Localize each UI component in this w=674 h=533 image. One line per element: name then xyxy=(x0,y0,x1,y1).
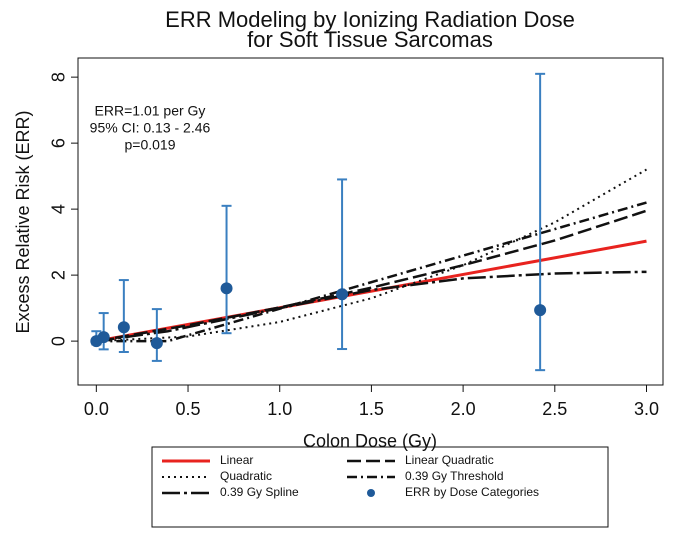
y-tick-label: 4 xyxy=(49,204,69,214)
legend-label: Linear xyxy=(220,453,253,467)
series-line xyxy=(96,239,647,343)
y-axis-label: Excess Relative Risk (ERR) xyxy=(13,110,33,333)
legend-label: ERR by Dose Categories xyxy=(405,485,539,499)
x-tick-label: 1.5 xyxy=(359,399,384,419)
series-line xyxy=(96,201,647,343)
y-tick-label: 2 xyxy=(49,270,69,280)
legend-label: 0.39 Gy Spline xyxy=(220,485,299,499)
plot-frame xyxy=(77,57,664,386)
x-tick-label: 1.0 xyxy=(267,399,292,419)
series-line xyxy=(96,270,647,343)
series-line xyxy=(96,209,647,343)
annotation: p=0.019 xyxy=(125,137,176,153)
x-axis-label: Colon Dose (Gy) xyxy=(303,431,437,451)
legend-label: Quadratic xyxy=(220,469,272,483)
legend-label: Linear Quadratic xyxy=(405,453,494,467)
y-tick-label: 6 xyxy=(49,138,69,148)
y-tick-label: 0 xyxy=(49,336,69,346)
point xyxy=(336,288,349,301)
point xyxy=(150,337,163,350)
point xyxy=(97,331,110,344)
x-tick-label: 0.0 xyxy=(84,399,109,419)
point xyxy=(220,282,233,295)
legend-label: 0.39 Gy Threshold xyxy=(405,469,504,483)
legend-box xyxy=(151,446,609,528)
y-tick-label: 8 xyxy=(49,72,69,82)
legend-swatch xyxy=(367,489,375,497)
x-tick-label: 2.5 xyxy=(542,399,567,419)
x-tick-label: 3.0 xyxy=(634,399,659,419)
chart-title: ERR Modeling by Ionizing Radiation Dose xyxy=(165,7,575,32)
annotation: ERR=1.01 per Gy xyxy=(95,103,206,119)
x-tick-label: 0.5 xyxy=(176,399,201,419)
annotation: 95% CI: 0.13 - 2.46 xyxy=(90,120,211,136)
point xyxy=(117,321,130,334)
series-line xyxy=(96,168,647,343)
x-tick-label: 2.0 xyxy=(451,399,476,419)
point xyxy=(534,304,547,317)
chart-title: for Soft Tissue Sarcomas xyxy=(247,27,493,52)
